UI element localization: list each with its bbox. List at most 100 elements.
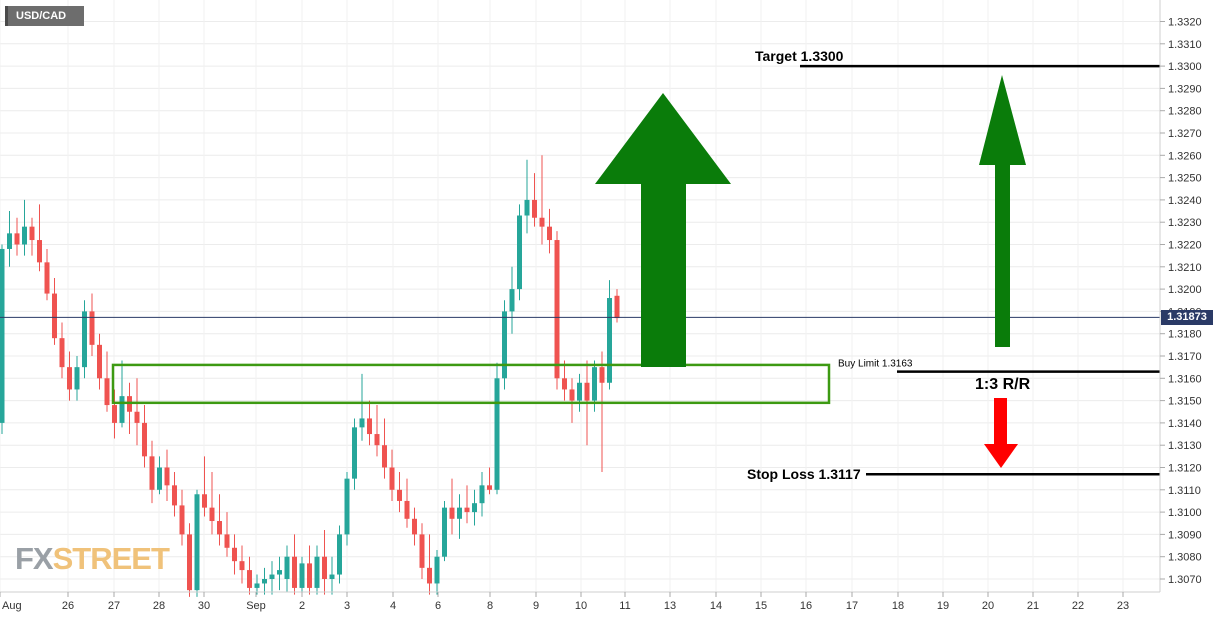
candle [172, 471, 177, 517]
candle [292, 534, 297, 595]
candle-body [187, 534, 192, 591]
x-tick-label: 22 [1072, 600, 1084, 612]
candle-body [74, 367, 80, 390]
levels: Target 1.3300 Buy Limit 1.3163 Stop Loss 1… [747, 48, 1160, 482]
candle [74, 356, 80, 401]
candle-body [67, 367, 72, 390]
x-tick-label: 26 [62, 600, 74, 612]
candle [509, 266, 515, 334]
candle [547, 208, 552, 254]
candle-body [367, 418, 372, 435]
candle [82, 300, 87, 379]
candle-body [397, 489, 402, 501]
candle [442, 500, 447, 562]
candle [337, 525, 342, 584]
buy-zone-rectangle[interactable] [111, 363, 831, 405]
candle [232, 534, 237, 575]
candle-body [464, 507, 470, 513]
candle [307, 545, 312, 595]
candle [7, 211, 12, 267]
candle [112, 389, 117, 439]
candle-body [172, 485, 177, 506]
candle [97, 333, 102, 390]
candle-body [269, 574, 275, 579]
candle-body [524, 199, 530, 216]
candle [52, 277, 57, 345]
candle-body [584, 382, 590, 401]
candle-body [247, 570, 252, 588]
candle [367, 400, 372, 446]
candle-body [134, 411, 140, 423]
candle-body [554, 240, 560, 379]
candle-body [277, 570, 282, 575]
candle [449, 478, 455, 535]
candle [344, 471, 350, 546]
candle-body [284, 556, 290, 579]
candle [554, 231, 560, 390]
candle [262, 567, 267, 595]
candle-body [607, 298, 612, 383]
y-tick-label: 1.3230 [1168, 217, 1202, 229]
candle-body [344, 478, 350, 535]
candle-body [599, 367, 605, 383]
stop-loss-label: Stop Loss 1.3117 [747, 466, 861, 482]
y-tick-label: 1.3290 [1168, 83, 1202, 95]
candle [419, 523, 425, 579]
candle-body [382, 445, 387, 468]
y-tick-label: 1.3120 [1168, 463, 1202, 475]
x-tick-label: 21 [1027, 600, 1039, 612]
candle [374, 405, 380, 457]
candle-body [157, 467, 162, 490]
candle-body [487, 485, 492, 490]
candle-body [404, 500, 410, 519]
candle [412, 507, 417, 546]
x-tick-label: 20 [982, 600, 994, 612]
candle [434, 550, 440, 595]
candle-body [352, 427, 357, 479]
candle [134, 378, 140, 446]
rr-down-arrow-icon [984, 398, 1018, 468]
y-tick-label: 1.3170 [1168, 351, 1202, 363]
y-tick-label: 1.3310 [1168, 39, 1202, 51]
grid [0, 0, 1160, 592]
x-tick-label: Aug [2, 600, 22, 612]
candle-body [209, 507, 215, 522]
time-axis: Aug 26 27 28 30 Sep 2 3 4 6 8 9 10 11 13 14 15 16 17 18 19 20… [0, 592, 1129, 612]
candle-body [427, 567, 432, 584]
candle [14, 217, 20, 256]
candle [577, 373, 582, 412]
candle [524, 159, 530, 234]
candle [239, 545, 245, 584]
candle-body [472, 503, 477, 513]
y-tick-label: 1.3180 [1168, 329, 1202, 341]
candle-body [322, 556, 327, 579]
big-up-arrow-icon [595, 93, 731, 367]
candle-body [82, 311, 87, 368]
y-tick-label: 1.3070 [1168, 574, 1202, 586]
y-tick-label: 1.3210 [1168, 262, 1202, 274]
candle [142, 405, 147, 468]
candle [532, 173, 537, 227]
candle [194, 489, 200, 597]
candle-body [292, 556, 297, 588]
candle [314, 545, 320, 595]
candle-body [97, 344, 102, 379]
candle-body [52, 293, 57, 339]
candles [0, 155, 620, 597]
candle [472, 489, 477, 526]
candle [0, 244, 5, 435]
y-tick-label: 1.3130 [1168, 440, 1202, 452]
x-tick-label: 6 [435, 600, 441, 612]
x-tick-label: 15 [755, 600, 767, 612]
candle-body [232, 547, 237, 562]
y-tick-label: 1.3110 [1168, 485, 1201, 497]
y-tick-label: 1.3150 [1168, 396, 1202, 408]
x-tick-label: 10 [575, 600, 587, 612]
candle [127, 382, 132, 435]
symbol-label: USD/CAD [5, 6, 84, 26]
candle-body [164, 467, 170, 486]
candle [397, 471, 402, 513]
candle-body [194, 494, 200, 591]
candle-body [374, 434, 380, 446]
